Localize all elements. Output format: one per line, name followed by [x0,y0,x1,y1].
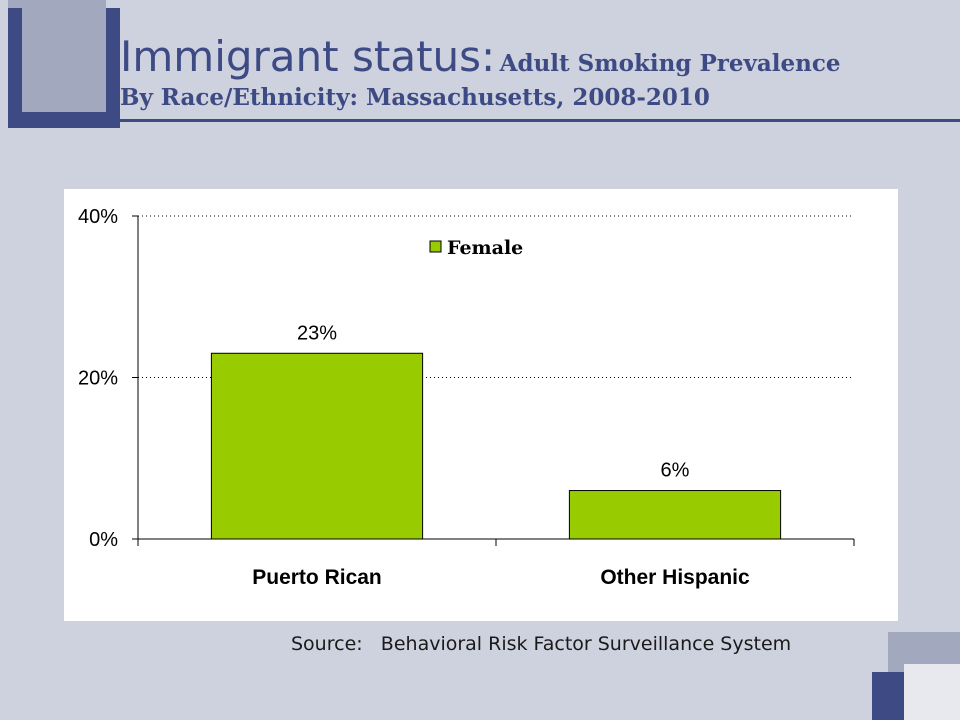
y-tick-label: 20% [78,368,118,390]
bar-puerto-rican [210,352,424,540]
y-tick-label: 0% [89,529,118,551]
legend-label: Female [447,237,523,259]
title-subtitle-line2: By Race/Ethnicity: Massachusetts, 2008-2… [120,84,710,111]
legend-swatch [429,240,442,253]
x-tick-label: Other Hispanic [600,566,750,589]
chart-panel: 0% 20% 40% 23% Puerto Rican 6% Other Hispanic F… [64,189,898,621]
data-label: 23% [297,322,337,344]
bar-other-hispanic [568,490,782,540]
source-text: Behavioral Risk Factor Surveillance Syst… [380,633,792,655]
source-label: Source: [291,633,363,655]
x-tick-label: Puerto Rican [252,566,382,589]
corner-decoration-bottom-white [904,664,960,720]
corner-decoration-overlay [22,0,106,112]
title-underline [120,119,960,122]
title-main: Immigrant status: [120,32,496,81]
title-subtitle-line1: Adult Smoking Prevalence [499,50,841,77]
corner-decoration-bottom-dark [872,672,904,720]
data-label: 6% [661,460,690,482]
source-note: Source: Behavioral Risk Factor Surveilla… [291,633,791,655]
slide-title: Immigrant status: Adult Smoking Prevalen… [120,36,940,111]
bar-chart: 0% 20% 40% 23% Puerto Rican 6% Other Hispanic F… [78,206,855,589]
y-tick-label: 40% [78,206,118,228]
